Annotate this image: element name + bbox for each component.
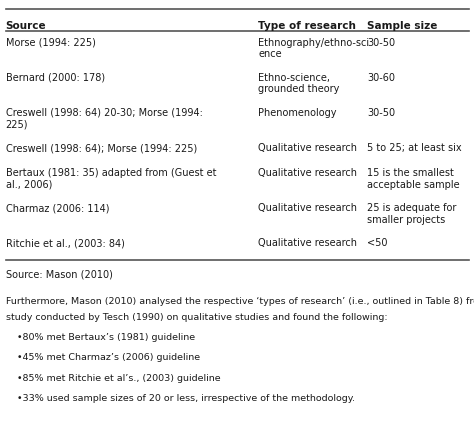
Text: Qualitative research: Qualitative research — [258, 203, 357, 213]
Text: 5 to 25; at least six: 5 to 25; at least six — [367, 143, 462, 153]
Text: Bertaux (1981: 35) adapted from (Guest et
al., 2006): Bertaux (1981: 35) adapted from (Guest e… — [6, 168, 216, 190]
Text: Sample size: Sample size — [367, 21, 438, 30]
Text: Qualitative research: Qualitative research — [258, 143, 357, 153]
Text: Bernard (2000: 178): Bernard (2000: 178) — [6, 73, 105, 83]
Text: •80% met Bertaux’s (1981) guideline: •80% met Bertaux’s (1981) guideline — [17, 333, 195, 342]
Text: Qualitative research: Qualitative research — [258, 238, 357, 248]
Text: Creswell (1998: 64); Morse (1994: 225): Creswell (1998: 64); Morse (1994: 225) — [6, 143, 197, 153]
Text: <50: <50 — [367, 238, 388, 248]
Text: Ritchie et al., (2003: 84): Ritchie et al., (2003: 84) — [6, 238, 125, 248]
Text: Creswell (1998: 64) 20-30; Morse (1994:
225): Creswell (1998: 64) 20-30; Morse (1994: … — [6, 108, 202, 129]
Text: 30-60: 30-60 — [367, 73, 395, 83]
Text: Ethno-science,
grounded theory: Ethno-science, grounded theory — [258, 73, 340, 94]
Text: Source: Source — [6, 21, 46, 30]
Text: Furthermore, Mason (2010) analysed the respective ‘types of research’ (i.e., out: Furthermore, Mason (2010) analysed the r… — [6, 297, 474, 306]
Text: •33% used sample sizes of 20 or less, irrespective of the methodology.: •33% used sample sizes of 20 or less, ir… — [17, 394, 355, 403]
Text: Charmaz (2006: 114): Charmaz (2006: 114) — [6, 203, 109, 213]
Text: •45% met Charmaz’s (2006) guideline: •45% met Charmaz’s (2006) guideline — [17, 353, 200, 362]
Text: study conducted by Tesch (1990) on qualitative studies and found the following:: study conducted by Tesch (1990) on quali… — [6, 313, 387, 322]
Text: Ethnography/ethno-sci
ence: Ethnography/ethno-sci ence — [258, 38, 369, 59]
Text: Phenomenology: Phenomenology — [258, 108, 337, 118]
Text: 30-50: 30-50 — [367, 38, 395, 48]
Text: 15 is the smallest
acceptable sample: 15 is the smallest acceptable sample — [367, 168, 460, 190]
Text: •85% met Ritchie et al’s., (2003) guideline: •85% met Ritchie et al’s., (2003) guidel… — [17, 374, 220, 383]
Text: Type of research: Type of research — [258, 21, 356, 30]
Text: 30-50: 30-50 — [367, 108, 395, 118]
Text: Qualitative research: Qualitative research — [258, 168, 357, 178]
Text: Morse (1994: 225): Morse (1994: 225) — [6, 38, 96, 48]
Text: Source: Mason (2010): Source: Mason (2010) — [6, 269, 112, 279]
Text: 25 is adequate for
smaller projects: 25 is adequate for smaller projects — [367, 203, 457, 225]
